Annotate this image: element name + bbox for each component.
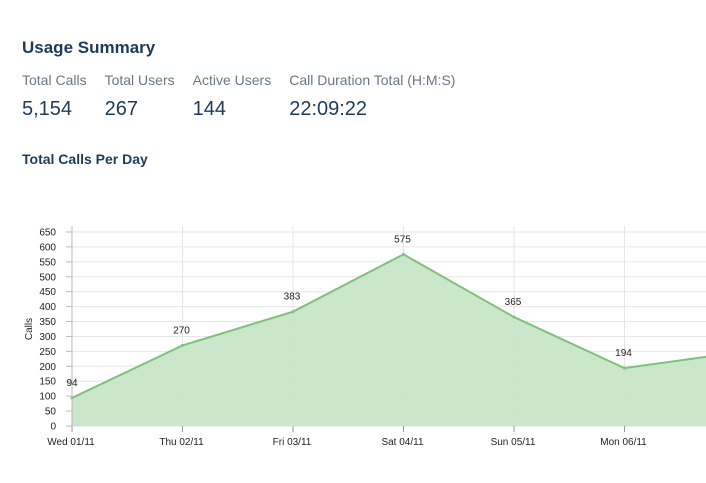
stat-label: Active Users (192, 72, 272, 88)
area-layer (70, 252, 706, 426)
y-tick-label: 100 (39, 392, 56, 403)
stat-value: 5,154 (22, 98, 73, 120)
stat-value: 144 (192, 98, 226, 120)
chart-svg: 0 50 100 150 200 250 300 350 400 450 500 550 600 650 W… (24, 226, 706, 448)
y-tick-label: 350 (39, 317, 56, 328)
y-tick-label: 0 (50, 422, 56, 433)
label-layer: 94 270 383 575 365 194 (66, 234, 632, 389)
data-label: 194 (615, 348, 632, 359)
data-label: 383 (284, 292, 301, 303)
data-label: 365 (505, 297, 522, 308)
axis-layer: 0 50 100 150 200 250 300 350 400 450 500 550 600 650 W… (39, 226, 647, 448)
data-label: 575 (394, 234, 411, 245)
stat-value: 22:09:22 (289, 98, 368, 120)
data-label: 270 (173, 325, 190, 336)
y-tick-label: 650 (39, 228, 56, 239)
stat-call-duration: Call Duration Total (H:M:S) 22:09:22 (289, 72, 455, 120)
y-tick-label: 600 (39, 242, 56, 253)
y-tick-label: 50 (45, 407, 57, 418)
x-tick-label: Sun 05/11 (491, 437, 536, 448)
x-tick-label: Fri 03/11 (273, 437, 312, 448)
stat-value: 267 (104, 98, 138, 120)
data-label: 94 (66, 378, 78, 389)
y-tick-label: 400 (39, 302, 56, 313)
stat-active-users: Active Users 144 (193, 72, 272, 120)
summary-stats: Total Calls 5,154 Total Users 267 Active… (22, 72, 473, 120)
stat-total-users: Total Users 267 (105, 72, 175, 120)
stat-label: Total Users (104, 72, 175, 88)
x-tick-label: Sat 04/11 (381, 437, 424, 448)
y-tick-label: 250 (39, 347, 56, 358)
data-point (402, 252, 405, 256)
data-point (181, 343, 184, 347)
y-tick-label: 500 (39, 272, 56, 283)
x-tick-label: Mon 06/11 (600, 437, 647, 448)
stat-label: Call Duration Total (H:M:S) (289, 72, 456, 88)
x-tick-label: Wed 01/11 (47, 437, 95, 448)
area-fill (72, 254, 706, 426)
calls-per-day-chart: 0 50 100 150 200 250 300 350 400 450 500 550 600 650 W… (0, 210, 706, 470)
stat-label: Total Calls (22, 72, 87, 88)
y-tick-label: 150 (39, 377, 56, 388)
x-tick-label: Thu 02/11 (159, 437, 204, 448)
y-tick-label: 550 (39, 257, 56, 268)
y-tick-label: 450 (39, 287, 56, 298)
y-tick-label: 300 (39, 332, 56, 343)
data-point (623, 366, 626, 370)
data-point (512, 315, 516, 319)
data-point (291, 310, 295, 314)
y-axis-label: Calls (24, 318, 35, 340)
stat-total-calls: Total Calls 5,154 (22, 72, 87, 120)
usage-summary-title: Usage Summary (22, 38, 156, 57)
y-tick-label: 200 (39, 362, 56, 373)
chart-title: Total Calls Per Day (22, 151, 148, 167)
